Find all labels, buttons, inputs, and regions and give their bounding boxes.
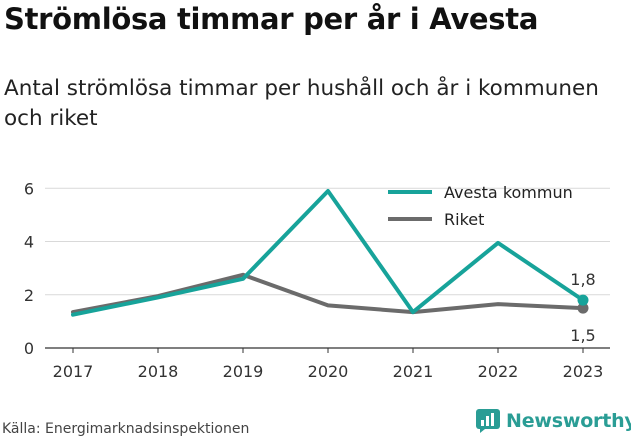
legend-label: Avesta kommun xyxy=(444,183,573,202)
brand-name: Newsworthy xyxy=(506,410,631,432)
y-tick-label: 4 xyxy=(24,233,34,252)
x-tick-label: 2019 xyxy=(223,362,264,381)
chart-subtitle: Antal strömlösa timmar per hushåll och å… xyxy=(4,76,599,131)
end-point xyxy=(577,302,589,314)
y-tick-label: 2 xyxy=(24,286,34,305)
axes: 0 2 4 6 2017 2018 2019 2020 2021 2022 2023 xyxy=(24,179,610,381)
newsworthy-logo-icon xyxy=(476,409,500,433)
x-tick-label: 2023 xyxy=(563,362,604,381)
legend: Avesta kommun Riket xyxy=(388,183,573,229)
end-point xyxy=(577,294,589,306)
x-tick-label: 2017 xyxy=(53,362,94,381)
x-tick-label: 2020 xyxy=(308,362,349,381)
x-tick-label: 2021 xyxy=(393,362,434,381)
x-tick-label: 2022 xyxy=(478,362,519,381)
end-label-riket: 1,5 xyxy=(570,326,595,345)
y-tick-label: 6 xyxy=(24,179,34,198)
series-line xyxy=(71,189,585,317)
y-tick-label: 0 xyxy=(24,339,34,358)
x-tick-label: 2018 xyxy=(138,362,179,381)
legend-label: Riket xyxy=(444,210,484,229)
chart-title: Strömlösa timmar per år i Avesta xyxy=(4,2,539,36)
brand-logo[interactable]: Newsworthy xyxy=(476,409,631,433)
series-line xyxy=(71,272,585,315)
end-value-labels: 1,8 1,5 xyxy=(570,270,595,345)
grid-lines xyxy=(45,187,610,296)
source-note: Källa: Energimarknadsinspektionen xyxy=(2,421,250,437)
series-lines xyxy=(71,189,589,317)
end-label-avesta: 1,8 xyxy=(570,270,595,289)
line-chart: 0 2 4 6 2017 2018 2019 2020 2021 2022 2023 Avesta … xyxy=(24,179,610,381)
